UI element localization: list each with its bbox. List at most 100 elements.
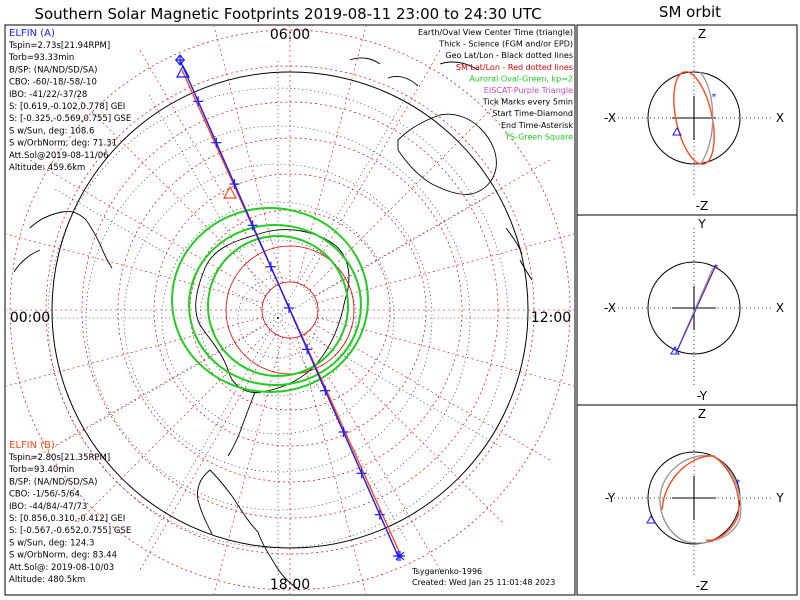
sat-b-line: Tspin=2.80s[21.35RPM] bbox=[8, 453, 110, 463]
map-frame bbox=[4, 24, 576, 596]
sm-meridian bbox=[139, 50, 277, 286]
legend-entry: SM Lat/Lon - Red dotted lines bbox=[456, 63, 573, 72]
sat-a-line: S: [0.619,-0.102,0.778] GEI bbox=[9, 102, 125, 112]
legend-entry: TS-Green Square bbox=[504, 132, 573, 141]
geo-meridian bbox=[277, 187, 504, 319]
geo-meridian bbox=[277, 317, 409, 544]
sat-a-line: CBO: -60/-18/-58/-10 bbox=[9, 78, 97, 88]
sm-lat-circle bbox=[153, 173, 427, 447]
sat-b-line: S: [0.856,0.310,-0.412] GEI bbox=[9, 514, 125, 524]
coastline bbox=[397, 113, 497, 195]
sm-meridian bbox=[30, 159, 266, 297]
orbit-panel: Z -Z -Y Y * bbox=[605, 407, 784, 593]
orbit-axis-label: Y bbox=[775, 491, 784, 505]
end-asterisk bbox=[395, 551, 405, 561]
legend-entry: Geo Lat/Lon - Black dotted lines bbox=[445, 51, 573, 60]
auroral-oval-ring bbox=[188, 224, 362, 386]
sm-meridian bbox=[296, 26, 367, 284]
mlt-label-18: 18:00 bbox=[270, 577, 310, 593]
orbit-triangle bbox=[646, 514, 656, 524]
start-diamond bbox=[175, 54, 185, 66]
orbit-panel-yz-frame bbox=[576, 404, 798, 596]
sat-b-triangle bbox=[222, 185, 238, 199]
orbit-triangle bbox=[672, 126, 682, 136]
orbit-asterisk: * bbox=[712, 92, 717, 103]
sat-b-line: IBO: -44/84/-47/73 bbox=[9, 502, 87, 512]
geo-meridian bbox=[52, 317, 279, 449]
figure-title: Southern Solar Magnetic Footprints 2019-… bbox=[34, 5, 541, 23]
auroral-oval-ring bbox=[171, 207, 369, 393]
coastline bbox=[349, 57, 479, 87]
auroral-oval-ring bbox=[207, 235, 349, 377]
geo-lat-circle bbox=[123, 163, 433, 473]
geo-meridian bbox=[147, 317, 279, 544]
sat-a-name: ELFIN (A) bbox=[9, 28, 55, 39]
sm-lat-lon-grid bbox=[6, 26, 574, 594]
sat-a-orbit bbox=[659, 454, 742, 544]
sm-meridian bbox=[213, 336, 284, 594]
orbit-axis-label: -Y bbox=[697, 389, 708, 403]
coastline bbox=[505, 227, 533, 281]
sm-meridian bbox=[303, 50, 441, 286]
earth-circle bbox=[647, 261, 741, 355]
orbit-panel: Y -Y -X X * bbox=[604, 217, 784, 403]
orbit-axis-label: Z bbox=[698, 27, 706, 41]
sat-a-line: S: [-0.325,-0.569,0.755] GSE bbox=[9, 114, 131, 124]
geo-meridian bbox=[147, 92, 279, 319]
geo-meridian bbox=[277, 317, 504, 449]
sat-a-line: S w/Sun, deg: 108.6 bbox=[9, 126, 94, 136]
geo-lat-circle bbox=[199, 239, 357, 397]
orbit-axis-label: -X bbox=[604, 111, 616, 125]
sat-b-line: Altitude: 480.5km bbox=[9, 575, 85, 585]
sm-meridian bbox=[213, 26, 284, 284]
orbit-panel: Z -Z -X X * bbox=[604, 27, 784, 213]
sat-b-orbit bbox=[661, 455, 740, 542]
orbit-asterisk: * bbox=[714, 263, 719, 274]
mlt-label-00: 00:00 bbox=[10, 310, 50, 326]
sat-a-line: B/SP: (NA/ND/SD/SA) bbox=[9, 65, 97, 75]
geo-lat-lon-grid bbox=[18, 58, 538, 578]
orbit-title: SM orbit bbox=[659, 3, 721, 21]
sat-a-line: Att.Sol@2019-08-11/06 bbox=[9, 151, 109, 161]
sm-meridian bbox=[303, 334, 441, 570]
orbit-panels: Z -Z -X X * Y -Y -X X * Z -Z -Y Y * bbox=[604, 27, 784, 593]
sat-a-line: S w/OrbNorm, deg: 71.31 bbox=[9, 139, 117, 149]
sat-b-info: ELFIN (B) Tspin=2.80s[21.35RPM] Torb=93.4… bbox=[8, 440, 131, 585]
coastline bbox=[13, 211, 113, 273]
sat-a-info: ELFIN (A) Tspin=2.73s[21.94RPM] Torb=93.3… bbox=[8, 28, 131, 173]
orbit-asterisk: * bbox=[736, 478, 741, 489]
sm-meridian bbox=[77, 329, 271, 523]
sm-meridian bbox=[77, 97, 271, 291]
mlt-label-06: 06:00 bbox=[270, 27, 310, 43]
coastline bbox=[195, 229, 350, 393]
sm-meridian bbox=[6, 316, 264, 387]
sat-b-line: Att.Sol@: 2019-08-10/03 bbox=[9, 563, 114, 573]
orbit-axis-label: -X bbox=[604, 301, 616, 315]
polar-map: 06:00 00:00 12:00 18:00 bbox=[6, 26, 574, 594]
sat-b-line: Torb=93.40min bbox=[8, 465, 74, 475]
orbit-axis-label: Y bbox=[697, 217, 706, 231]
mlt-label-12: 12:00 bbox=[531, 310, 571, 326]
footprint-tracks bbox=[175, 54, 405, 561]
orbit-axis-label: -Z bbox=[696, 199, 709, 213]
legend-entry: Earth/Oval View Center Time (triangle) bbox=[418, 28, 573, 37]
sm-meridian bbox=[296, 336, 367, 594]
sat-a-triangle bbox=[175, 64, 191, 78]
sm-meridian bbox=[309, 97, 503, 291]
earth-circle bbox=[647, 71, 741, 165]
legend-entry: Auroral Oval-Green, kp=2 bbox=[469, 74, 573, 83]
legend-entry: End Time-Asterisk bbox=[501, 121, 573, 130]
coastlines bbox=[13, 57, 533, 591]
sat-b-orbit bbox=[673, 71, 715, 165]
geo-meridian bbox=[52, 187, 279, 319]
sat-b-line: S: [-0.567,-0.652,0.755] GSE bbox=[9, 526, 131, 536]
sat-b-name: ELFIN (B) bbox=[9, 440, 55, 451]
orbit-axis-label: -Z bbox=[696, 579, 709, 593]
sm-lat-circle bbox=[117, 137, 463, 483]
orbit-axis-label: Z bbox=[698, 407, 706, 421]
orbit-axis-label: X bbox=[776, 301, 784, 315]
created-label: Created: Wed Jan 25 11:01:48 2023 bbox=[412, 578, 555, 587]
orbit-triangle bbox=[670, 345, 680, 355]
sat-a-line: Torb=93.33min bbox=[8, 53, 74, 63]
